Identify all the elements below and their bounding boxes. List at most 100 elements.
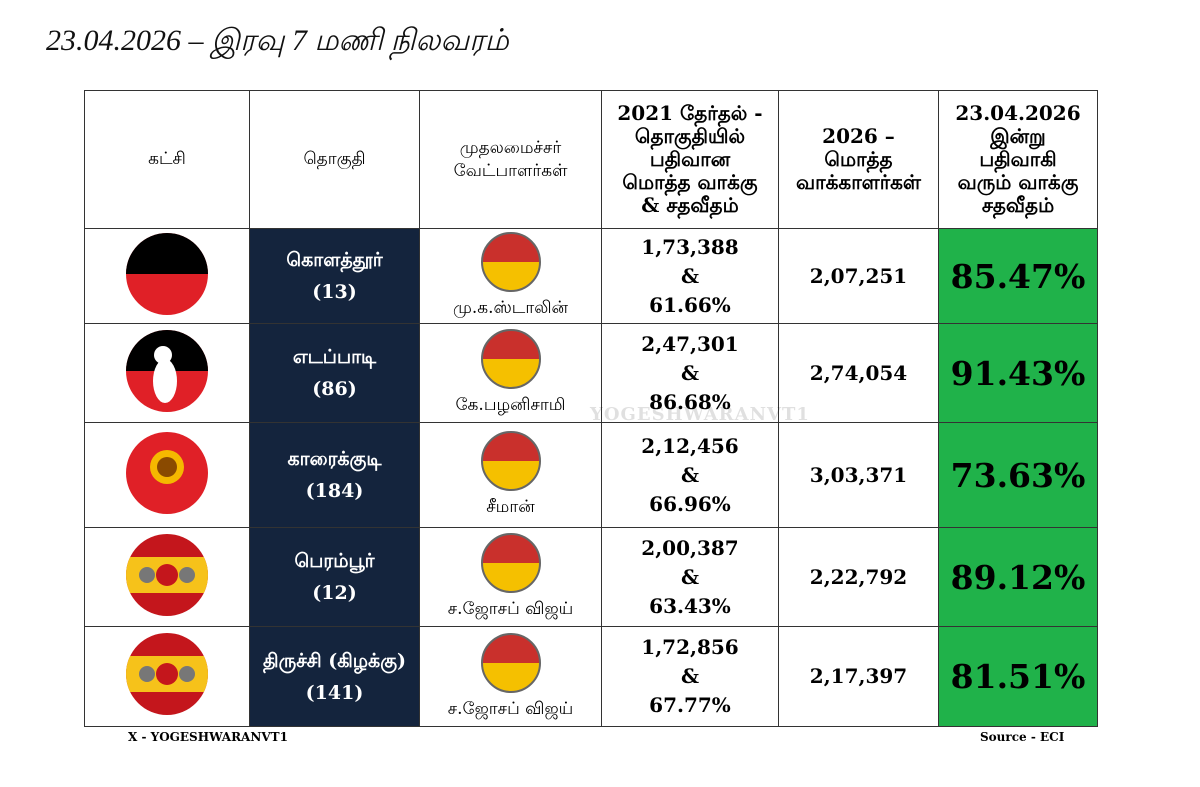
table-body: கொளத்தூர் (13) மு.க.ஸ்டாலின் 1,73,388 & 61.66… — [84, 228, 1098, 727]
constituency-cell: கொளத்தூர் (13) — [249, 228, 420, 324]
candidate-name: கே.பழனிசாமி — [455, 395, 566, 415]
electors-2026: 2,07,251 — [778, 228, 939, 324]
header-line: பதிவாகி — [979, 147, 1057, 171]
percent-2021: 67.77% — [649, 693, 731, 717]
table-row: கொளத்தூர் (13) மு.க.ஸ்டாலின் 1,73,388 & 61.66… — [84, 228, 1098, 324]
header-line: இன்று — [990, 124, 1046, 148]
constituency-name: காரைக்குடி — [287, 448, 382, 470]
constituency-cell: எடப்பாடி (86) — [249, 323, 420, 423]
candidate-photo — [480, 533, 541, 593]
constituency-cell: பெரம்பூர் (12) — [249, 527, 420, 627]
turnout: 85.47% — [938, 228, 1098, 324]
header-cell: தொகுதி — [249, 90, 420, 229]
header-line: தொகுதி — [303, 149, 366, 169]
header-line: வாக்காளர்கள் — [796, 170, 921, 194]
constituency-number: (184) — [305, 480, 364, 502]
header-line: சதவீதம் — [981, 193, 1055, 217]
candidate-name: ச.ஜோசப் விஜய் — [447, 698, 574, 719]
electors-2026: 2,17,397 — [778, 626, 939, 727]
results-table: கட்சி தொகுதி முதலமைச்சர் வேட்பாளர்கள் 2021 த… — [84, 90, 1098, 727]
party-cell — [84, 228, 250, 324]
party-logo — [126, 633, 208, 715]
constituency-number: (86) — [312, 378, 357, 400]
header-line: வேட்பாளர்கள் — [453, 160, 568, 181]
party-cell — [84, 323, 250, 423]
candidate-cell: ச.ஜோசப் விஜய் — [419, 527, 602, 627]
candidate-name: ச.ஜோசப் விஜய் — [447, 599, 574, 619]
joiner: & — [680, 564, 700, 589]
party-logo — [126, 232, 208, 315]
header-cell: 2021 தேர்தல் - தொகுதியில் பதிவான மொத்த வாக்… — [601, 90, 779, 229]
votes-2021: 1,72,856 — [641, 635, 739, 659]
header-line: பதிவான — [649, 147, 731, 171]
percent-2021: 61.66% — [649, 292, 731, 317]
party-cell — [84, 626, 250, 727]
constituency-number: (13) — [312, 281, 357, 303]
votes-2021-cell: 1,73,388 & 61.66% — [601, 228, 779, 324]
table-row: திருச்சி (கிழக்கு) (141) ச.ஜோசப் விஜய் 1,72… — [84, 626, 1098, 727]
votes-2021-cell: 2,00,387 & 63.43% — [601, 527, 779, 627]
turnout: 91.43% — [938, 323, 1098, 423]
candidate-cell: ச.ஜோசப் விஜய் — [419, 626, 602, 727]
header-line: முதலமைச்சர் — [459, 137, 562, 158]
header-cell: முதலமைச்சர் வேட்பாளர்கள் — [419, 90, 602, 229]
electors-2026: 2,74,054 — [778, 323, 939, 423]
joiner: & — [680, 360, 700, 385]
constituency-cell: திருச்சி (கிழக்கு) (141) — [249, 626, 420, 727]
header-line: தொகுதியில் — [634, 124, 746, 148]
candidate-photo — [480, 232, 541, 292]
percent-2021: 63.43% — [649, 593, 731, 618]
header-line: 2021 தேர்தல் - — [617, 101, 763, 125]
header-row: கட்சி தொகுதி முதலமைச்சர் வேட்பாளர்கள் 2021 த… — [84, 90, 1098, 229]
header-cell: கட்சி — [84, 90, 250, 229]
turnout: 73.63% — [938, 422, 1098, 528]
header-line: & சதவீதம் — [641, 193, 739, 217]
electors-2026: 3,03,371 — [778, 422, 939, 528]
header-line: மொத்த — [824, 147, 893, 171]
votes-2021: 2,12,456 — [641, 433, 739, 458]
votes-2021-cell: 2,12,456 & 66.96% — [601, 422, 779, 528]
table-row: பெரம்பூர் (12) ச.ஜோசப் விஜய் 2,00,387 & 63.43… — [84, 527, 1098, 627]
percent-2021: 86.68% — [649, 389, 731, 414]
candidate-cell: சீமான் — [419, 422, 602, 528]
header-line: 2026 – — [822, 124, 895, 148]
candidate-photo — [480, 632, 541, 693]
header-cell: 2026 – மொத்த வாக்காளர்கள் — [778, 90, 939, 229]
watermark: YOGESHWARANVT1 — [590, 404, 810, 425]
constituency-cell: காரைக்குடி (184) — [249, 422, 420, 528]
candidate-name: சீமான் — [486, 497, 535, 517]
candidate-cell: கே.பழனிசாமி — [419, 323, 602, 423]
turnout: 89.12% — [938, 527, 1098, 627]
footer-source: Source - ECI — [980, 730, 1065, 744]
party-cell — [84, 527, 250, 627]
constituency-name: திருச்சி (கிழக்கு) — [263, 649, 406, 672]
candidate-photo — [480, 431, 541, 491]
joiner: & — [680, 664, 700, 688]
header-line: மொத்த வாக்கு — [622, 170, 758, 194]
percent-2021: 66.96% — [649, 491, 731, 516]
table-row: எடப்பாடி (86) கே.பழனிசாமி 2,47,301 & 86.68% 2,… — [84, 323, 1098, 423]
constituency-number: (12) — [312, 582, 357, 604]
turnout: 81.51% — [938, 626, 1098, 727]
party-cell — [84, 422, 250, 528]
party-logo — [126, 329, 208, 412]
votes-2021: 2,00,387 — [641, 535, 739, 560]
header-line: 23.04.2026 — [955, 101, 1081, 125]
header-line: கட்சி — [148, 149, 186, 169]
votes-2021-cell: 2,47,301 & 86.68% — [601, 323, 779, 423]
joiner: & — [680, 263, 700, 288]
header-line: வரும் வாக்கு — [957, 170, 1079, 194]
party-logo — [126, 431, 208, 514]
footer-credit: X - YOGESHWARANVT1 — [128, 730, 288, 744]
title: 23.04.2026 – இரவு 7 மணி நிலவரம் — [46, 24, 509, 57]
constituency-number: (141) — [305, 681, 364, 704]
header-cell: 23.04.2026 இன்று பதிவாகி வரும் வாக்கு சதவீதம… — [938, 90, 1098, 229]
constituency-name: கொளத்தூர் — [286, 249, 383, 271]
party-logo — [126, 533, 208, 616]
constituency-name: எடப்பாடி — [292, 346, 377, 368]
votes-2021: 2,47,301 — [641, 331, 739, 356]
candidate-name: மு.க.ஸ்டாலின் — [452, 298, 569, 318]
joiner: & — [680, 462, 700, 487]
electors-2026: 2,22,792 — [778, 527, 939, 627]
